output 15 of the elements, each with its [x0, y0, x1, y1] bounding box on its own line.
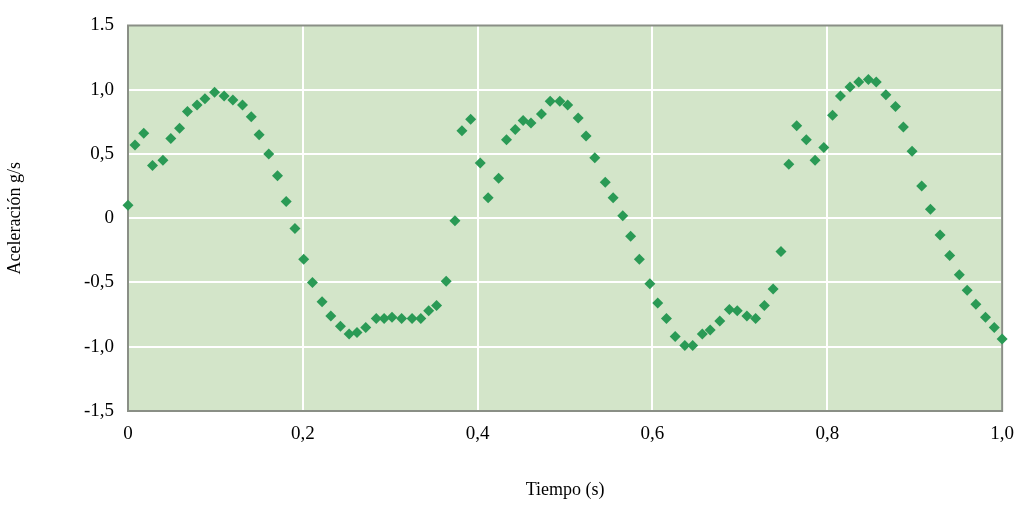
y-axis-title: Aceleración g/s: [3, 161, 24, 275]
y-tick-label: 0,5: [90, 141, 114, 163]
x-tick-label: 0,8: [815, 422, 840, 444]
y-tick-label: -0,5: [83, 270, 114, 292]
y-tick-label: 1.5: [90, 13, 114, 35]
x-tick-label: 0,2: [290, 422, 315, 444]
y-tick-label: 0: [104, 206, 114, 228]
x-tick-label: 0: [123, 422, 133, 444]
x-tick-label: 1,0: [990, 422, 1014, 444]
y-tick-label: -1,0: [83, 334, 114, 356]
y-tick-label: -1,5: [83, 398, 114, 420]
x-tick-label: 0,4: [465, 422, 491, 444]
x-axis-title: Tiempo (s): [525, 478, 605, 500]
y-tick-label: 1,0: [90, 77, 114, 99]
x-tick-label: 0,6: [640, 422, 665, 444]
